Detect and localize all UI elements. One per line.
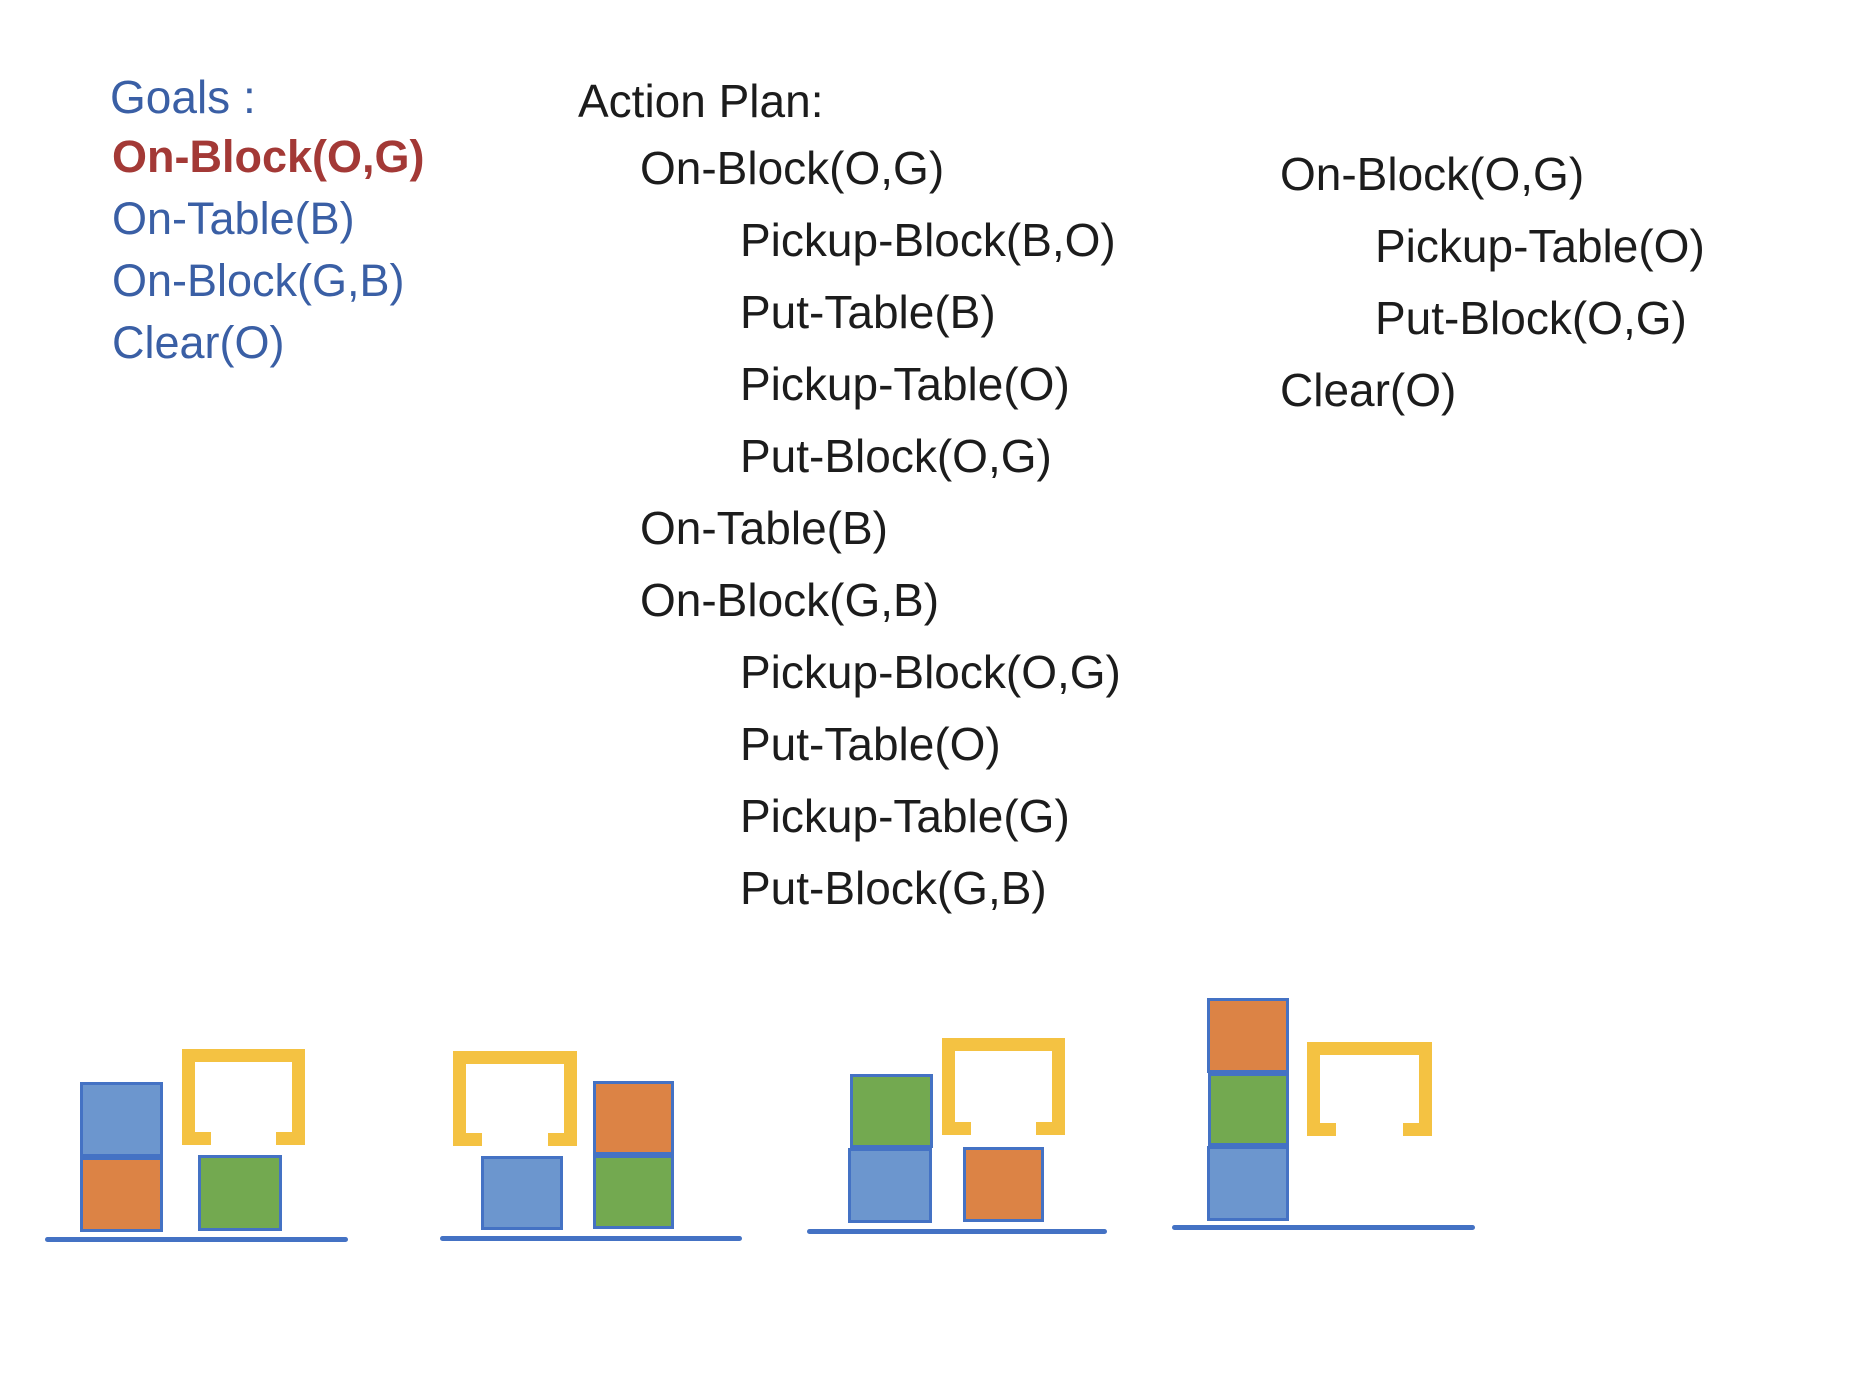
plan-step: On-Block(O,G) — [1280, 148, 1585, 200]
gripper-left-foot — [182, 1132, 211, 1145]
goals-title: Goals : — [110, 71, 256, 123]
block-B — [1207, 1146, 1289, 1221]
gripper-right-arm — [1052, 1038, 1065, 1135]
block-O — [593, 1081, 674, 1155]
table-line — [440, 1236, 742, 1241]
plan-step: Pickup-Table(O) — [1375, 220, 1705, 272]
action-plan-column-2: On-Block(O,G) Pickup-Table(O) Put-Block(… — [1280, 138, 1705, 426]
gripper-left-arm — [453, 1051, 466, 1146]
block-G — [198, 1155, 282, 1231]
block-O — [1207, 998, 1289, 1073]
gripper-left-arm — [182, 1049, 195, 1145]
block-G — [850, 1074, 933, 1148]
gripper-right-foot — [276, 1132, 305, 1145]
block-O — [80, 1157, 163, 1232]
gripper-left-arm — [1307, 1042, 1320, 1136]
gripper-right-foot — [548, 1133, 577, 1146]
gripper-icon — [1307, 1042, 1432, 1136]
table-line — [807, 1229, 1107, 1234]
gripper-right-arm — [1419, 1042, 1432, 1136]
block-G — [593, 1155, 674, 1229]
goal-item: On-Table(B) — [112, 193, 355, 244]
gripper-right-arm — [292, 1049, 305, 1145]
plan-step: Put-Table(B) — [740, 286, 996, 338]
block-B — [848, 1148, 932, 1223]
plan-step: Pickup-Table(G) — [740, 790, 1070, 842]
block-G — [1208, 1073, 1289, 1146]
gripper-right-arm — [564, 1051, 577, 1146]
table-line — [45, 1237, 348, 1242]
action-plan-column-1: On-Block(O,G) Pickup-Block(B,O) Put-Tabl… — [640, 132, 1121, 924]
plan-step: Put-Block(O,G) — [1375, 292, 1687, 344]
gripper-right-foot — [1036, 1122, 1065, 1135]
plan-step: On-Block(O,G) — [640, 142, 945, 194]
plan-step: On-Block(G,B) — [640, 574, 940, 626]
gripper-top-bar — [942, 1038, 1065, 1051]
goals-list: On-Block(O,G) On-Table(B) On-Block(G,B) … — [112, 126, 425, 374]
gripper-icon — [453, 1051, 577, 1146]
plan-step: Put-Table(O) — [740, 718, 1001, 770]
action-plan-title: Action Plan: — [578, 75, 824, 127]
gripper-icon — [182, 1049, 305, 1145]
gripper-left-arm — [942, 1038, 955, 1135]
goal-item: On-Block(G,B) — [112, 255, 405, 306]
block-O — [963, 1147, 1044, 1222]
table-line — [1172, 1225, 1475, 1230]
plan-step: Pickup-Block(O,G) — [740, 646, 1121, 698]
plan-step: On-Table(B) — [640, 502, 888, 554]
plan-step: Pickup-Block(B,O) — [740, 214, 1116, 266]
plan-step: Clear(O) — [1280, 364, 1457, 416]
plan-step: Pickup-Table(O) — [740, 358, 1070, 410]
gripper-top-bar — [453, 1051, 577, 1064]
gripper-left-foot — [942, 1122, 971, 1135]
block-B — [481, 1156, 563, 1230]
plan-step: Put-Block(O,G) — [740, 430, 1052, 482]
plan-step: Put-Block(G,B) — [740, 862, 1047, 914]
block-B — [80, 1082, 163, 1157]
gripper-icon — [942, 1038, 1065, 1135]
gripper-left-foot — [453, 1133, 482, 1146]
gripper-right-foot — [1403, 1123, 1432, 1136]
gripper-top-bar — [182, 1049, 305, 1062]
gripper-top-bar — [1307, 1042, 1432, 1055]
goal-item: Clear(O) — [112, 317, 285, 368]
gripper-left-foot — [1307, 1123, 1336, 1136]
goal-item: On-Block(O,G) — [112, 131, 425, 182]
